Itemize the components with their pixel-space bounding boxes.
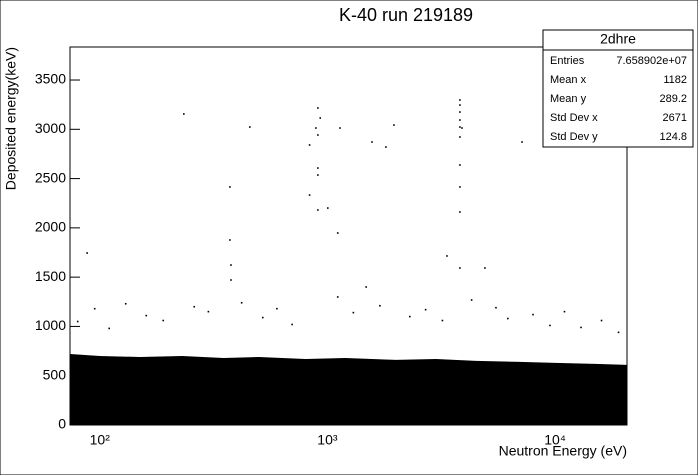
dense-band	[70, 354, 627, 425]
point	[193, 305, 196, 308]
point	[76, 320, 79, 323]
stats-label: Std Dev x	[550, 112, 598, 124]
point	[145, 314, 148, 317]
point	[371, 141, 373, 143]
y-tick-label: 500	[43, 366, 67, 382]
point	[379, 304, 381, 307]
point	[385, 146, 387, 148]
x-tick-label: 10⁴	[544, 432, 566, 448]
point	[459, 111, 461, 113]
point	[470, 299, 473, 301]
point	[291, 323, 293, 326]
point	[563, 310, 566, 313]
y-axis-label: Deposited energy(keV)	[3, 47, 19, 190]
point	[229, 239, 231, 241]
y-tick-label: 3000	[35, 120, 66, 136]
stats-box	[542, 29, 694, 148]
stats-value: 289.2	[659, 93, 687, 105]
point	[459, 99, 461, 101]
point	[230, 279, 232, 281]
point	[600, 319, 603, 322]
point	[317, 167, 319, 169]
point	[336, 232, 339, 234]
point	[461, 127, 463, 129]
point	[459, 126, 461, 128]
point	[441, 319, 444, 322]
plot-frame	[69, 46, 628, 426]
y-tick-label: 1500	[35, 268, 66, 284]
point	[459, 136, 461, 138]
y-tick-label: 1000	[35, 317, 66, 333]
point	[495, 306, 497, 309]
point	[336, 296, 339, 298]
point	[352, 311, 355, 314]
point	[124, 302, 127, 305]
stats-label: Mean x	[550, 74, 587, 86]
stats-label: Entries	[550, 55, 585, 67]
point	[446, 255, 448, 257]
point	[521, 141, 523, 143]
x-tick-label: 10²	[90, 432, 111, 448]
point	[229, 186, 231, 188]
point	[327, 207, 329, 209]
point	[408, 315, 411, 318]
point	[230, 264, 232, 266]
stats-label: Mean y	[550, 93, 587, 105]
point	[580, 326, 582, 329]
point	[183, 113, 185, 115]
stats-value: 7.658902e+07	[616, 55, 687, 67]
point	[93, 307, 96, 310]
point	[317, 134, 319, 136]
point	[459, 211, 461, 213]
point	[86, 252, 88, 254]
point	[240, 301, 243, 304]
point	[459, 267, 461, 269]
point	[308, 194, 311, 196]
y-tick-label: 3500	[35, 71, 66, 87]
y-tick-label: 2000	[35, 219, 66, 235]
x-axis-label: Neutron Energy (eV)	[499, 443, 627, 459]
point	[459, 186, 461, 188]
point	[532, 313, 534, 316]
point	[317, 107, 319, 109]
point	[459, 119, 461, 121]
point	[315, 127, 317, 129]
point	[459, 104, 461, 106]
stats-value: 1182	[663, 74, 687, 86]
point	[317, 174, 319, 176]
stats-title: 2dhre	[600, 31, 636, 47]
point	[393, 124, 395, 126]
point	[484, 267, 486, 269]
y-tick-label: 0	[58, 416, 66, 432]
point	[207, 310, 210, 313]
point	[459, 164, 461, 166]
point	[276, 307, 278, 310]
point	[308, 144, 311, 146]
point	[317, 209, 319, 211]
stats-label: Std Dev y	[550, 131, 598, 143]
stats-value: 124.8	[659, 131, 687, 143]
point	[507, 317, 509, 320]
point	[339, 127, 341, 129]
point	[261, 316, 264, 319]
point	[108, 327, 110, 330]
point	[319, 117, 322, 119]
point	[248, 126, 251, 128]
point	[162, 319, 165, 322]
point	[424, 308, 427, 311]
stats-value: 2671	[663, 112, 687, 124]
point	[365, 286, 367, 288]
point	[549, 324, 551, 327]
x-tick-label: 10³	[317, 432, 338, 448]
point	[617, 331, 620, 334]
chart-title: K-40 run 219189	[339, 5, 473, 25]
y-tick-label: 2500	[35, 169, 66, 185]
